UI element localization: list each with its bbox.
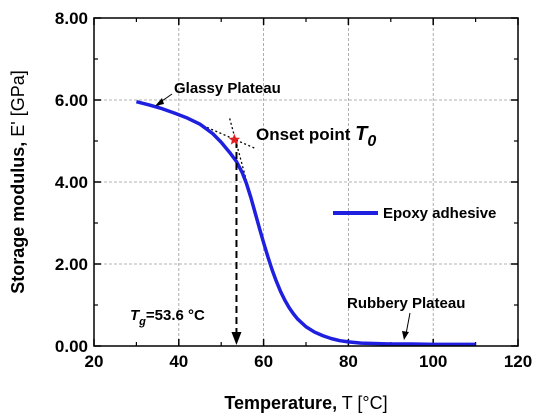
plot-frame xyxy=(93,17,519,347)
series-line-epoxy xyxy=(135,99,476,347)
x-tick-label: 120 xyxy=(504,352,532,371)
y-tick-label: 4.00 xyxy=(55,173,88,192)
onset-symbol: T xyxy=(355,123,369,145)
rubbery-plateau-label: Rubbery Plateau xyxy=(347,295,465,312)
series-layer xyxy=(135,99,476,347)
onset-point-marker xyxy=(228,133,241,145)
y-tick-label: 2.00 xyxy=(55,255,88,274)
x-tick-label: 20 xyxy=(85,352,104,371)
tg-label: Tg=53.6 °C xyxy=(130,307,205,328)
onset-point-text: Onset point xyxy=(256,125,355,144)
rubbery-plateau-arrowhead xyxy=(402,331,409,340)
y-axis-title-bold: Storage modulus, xyxy=(8,142,28,294)
glassy-plateau-label: Glassy Plateau xyxy=(174,80,281,97)
tg-symbol: T xyxy=(130,307,141,324)
x-tick-label: 60 xyxy=(254,352,273,371)
legend: Epoxy adhesive xyxy=(333,205,496,222)
y-axis-title: Storage modulus, E' [GPa] xyxy=(8,70,28,293)
x-tick-label: 40 xyxy=(169,352,188,371)
y-tick-label: 8.00 xyxy=(55,9,88,28)
glassy-plateau-arrowhead xyxy=(155,98,164,106)
x-tick-label: 80 xyxy=(339,352,358,371)
onset-subscript: 0 xyxy=(367,133,376,150)
y-tick-label: 6.00 xyxy=(55,91,88,110)
tangent-lines xyxy=(157,105,269,261)
grid xyxy=(94,18,518,346)
legend-label-epoxy: Epoxy adhesive xyxy=(383,205,496,222)
rubbery-plateau-arrow xyxy=(405,312,411,335)
x-axis-title: Temperature, T [°C] xyxy=(224,393,387,413)
tg-value-text: =53.6 °C xyxy=(146,307,205,324)
y-tick-label: 0.00 xyxy=(55,337,88,356)
markers xyxy=(228,133,242,345)
x-axis-title-bold: Temperature, xyxy=(224,393,337,413)
x-axis-title-rest: T [°C] xyxy=(337,393,388,413)
tg-subscript: g xyxy=(138,316,146,328)
x-tick-label: 100 xyxy=(419,352,447,371)
onset-point-label: Onset point T0 xyxy=(256,123,376,150)
ticks: 20 40 60 80 100 120 0.00 2.00 4.00 6.00 8.00 xyxy=(55,9,532,371)
y-axis-title-rest: E' [GPa] xyxy=(8,70,28,141)
tg-arrowhead xyxy=(231,332,242,345)
